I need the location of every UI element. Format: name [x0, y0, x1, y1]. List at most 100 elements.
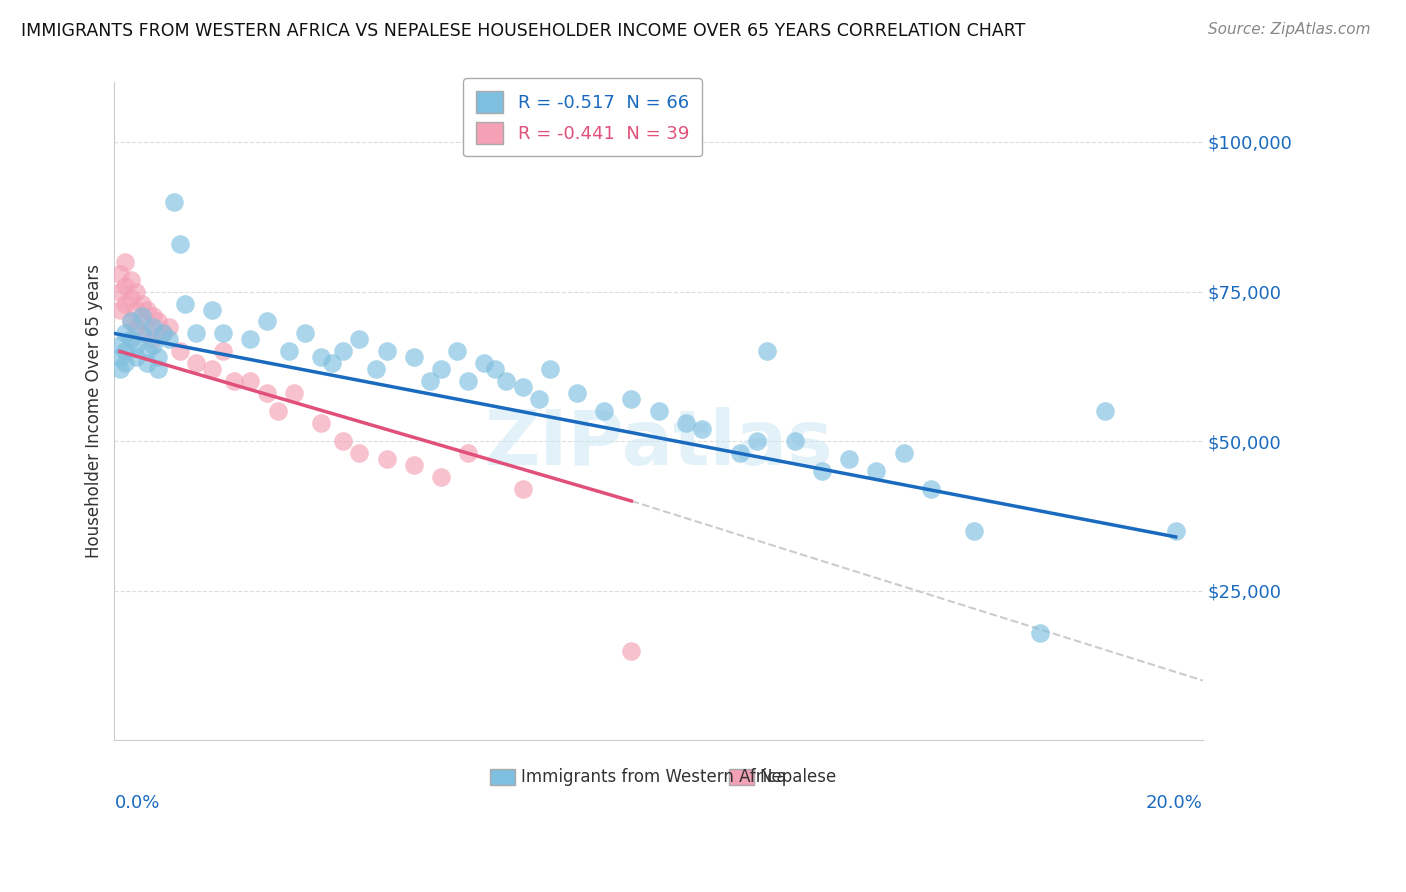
Point [745, 434, 768, 449]
Point [108, 267, 131, 281]
Point [375, 452, 398, 467]
Point [114, 326, 136, 341]
Text: 0.0%: 0.0% [114, 794, 160, 813]
Point [131, 326, 153, 341]
Point [120, 291, 142, 305]
Point [174, 296, 197, 310]
Point [309, 351, 332, 365]
Point [419, 375, 441, 389]
Point [146, 314, 169, 328]
Point [593, 404, 616, 418]
FancyBboxPatch shape [489, 769, 515, 785]
Point [730, 446, 752, 460]
Point [512, 482, 534, 496]
Point [152, 326, 174, 341]
Point [157, 320, 180, 334]
Point [108, 302, 131, 317]
Point [783, 434, 806, 449]
Point [108, 362, 131, 376]
Point [120, 314, 142, 328]
Point [224, 375, 246, 389]
Point [527, 392, 550, 407]
Y-axis label: Householder Income Over 65 years: Householder Income Over 65 years [86, 264, 103, 558]
Point [256, 314, 278, 328]
Point [1164, 524, 1187, 538]
Point [125, 338, 148, 352]
Point [146, 362, 169, 376]
Text: 20.0%: 20.0% [1146, 794, 1204, 813]
Point [811, 464, 834, 478]
Text: Nepalese: Nepalese [759, 768, 837, 786]
FancyBboxPatch shape [728, 769, 754, 785]
Point [1094, 404, 1116, 418]
Point [125, 351, 148, 365]
Point [201, 302, 224, 317]
Point [136, 356, 159, 370]
Text: Immigrants from Western Africa: Immigrants from Western Africa [520, 768, 786, 786]
Point [184, 326, 207, 341]
Point [108, 285, 131, 299]
Point [446, 344, 468, 359]
Point [756, 344, 779, 359]
Point [108, 338, 131, 352]
Point [131, 309, 153, 323]
Text: ZIPatlas: ZIPatlas [484, 407, 832, 481]
Point [430, 362, 453, 376]
Point [141, 338, 163, 352]
Point [277, 344, 299, 359]
Point [114, 356, 136, 370]
Point [212, 344, 235, 359]
Point [375, 344, 398, 359]
Point [201, 362, 224, 376]
Point [920, 482, 942, 496]
Point [131, 314, 153, 328]
Point [125, 285, 148, 299]
Point [512, 380, 534, 394]
Point [865, 464, 887, 478]
Point [838, 452, 860, 467]
Point [647, 404, 669, 418]
Point [349, 333, 371, 347]
Point [893, 446, 915, 460]
Point [474, 356, 496, 370]
Point [675, 416, 697, 430]
Point [108, 351, 131, 365]
Point [495, 375, 517, 389]
Point [212, 326, 235, 341]
Point [364, 362, 387, 376]
Point [690, 422, 713, 436]
Point [120, 272, 142, 286]
Point [538, 362, 561, 376]
Point [484, 362, 506, 376]
Point [136, 302, 159, 317]
Point [169, 236, 191, 251]
Point [136, 344, 159, 359]
Point [169, 344, 191, 359]
Point [163, 194, 186, 209]
Point [565, 386, 588, 401]
Point [120, 333, 142, 347]
Point [125, 302, 148, 317]
Point [114, 296, 136, 310]
Point [402, 351, 425, 365]
Point [457, 446, 479, 460]
Point [136, 326, 159, 341]
Point [157, 333, 180, 347]
Point [184, 356, 207, 370]
Point [256, 386, 278, 401]
Point [120, 314, 142, 328]
Point [266, 404, 288, 418]
Point [114, 254, 136, 268]
Point [141, 333, 163, 347]
Point [620, 392, 643, 407]
Point [321, 356, 343, 370]
Point [963, 524, 986, 538]
Point [114, 278, 136, 293]
Point [114, 344, 136, 359]
Point [402, 458, 425, 472]
Point [125, 320, 148, 334]
Point [239, 375, 262, 389]
Point [239, 333, 262, 347]
Point [141, 309, 163, 323]
Legend: R = -0.517  N = 66, R = -0.441  N = 39: R = -0.517 N = 66, R = -0.441 N = 39 [464, 78, 702, 156]
